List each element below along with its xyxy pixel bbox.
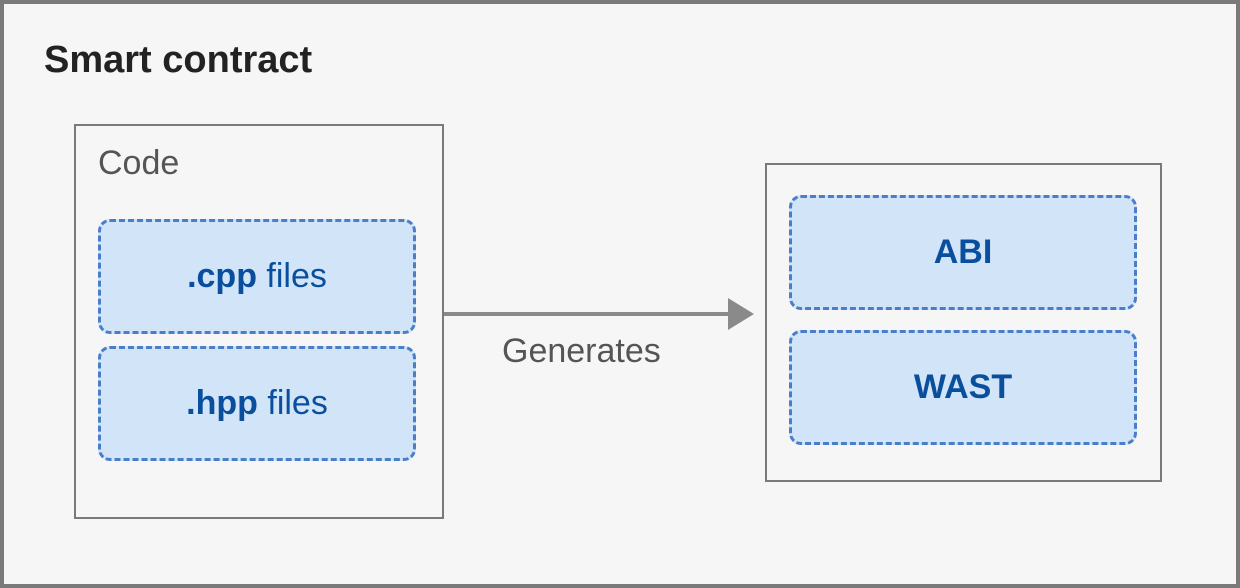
output-label-wast: WAST bbox=[914, 368, 1012, 407]
output-box-wast: WAST bbox=[789, 330, 1137, 445]
output-container: ABI WAST bbox=[765, 163, 1162, 482]
diagram-title: Smart contract bbox=[44, 39, 312, 82]
arrow-line bbox=[444, 312, 738, 316]
arrow-head-icon bbox=[728, 298, 754, 330]
output-label-abi: ABI bbox=[934, 233, 993, 272]
file-box-cpp: .cpp files bbox=[98, 219, 416, 334]
arrow-label: Generates bbox=[502, 332, 661, 371]
file-ext-cpp: .cpp bbox=[187, 257, 257, 295]
output-box-abi: ABI bbox=[789, 195, 1137, 310]
file-ext-hpp: .hpp bbox=[186, 384, 258, 422]
file-suffix-hpp: files bbox=[258, 384, 328, 422]
file-box-hpp: .hpp files bbox=[98, 346, 416, 461]
arrow: Generates bbox=[444, 298, 764, 368]
code-label: Code bbox=[98, 144, 420, 183]
diagram-container: Smart contract Code .cpp files .hpp file… bbox=[0, 0, 1240, 588]
file-label-cpp: .cpp files bbox=[187, 257, 327, 296]
file-label-hpp: .hpp files bbox=[186, 384, 328, 423]
file-suffix-cpp: files bbox=[257, 257, 327, 295]
code-container: Code .cpp files .hpp files bbox=[74, 124, 444, 519]
